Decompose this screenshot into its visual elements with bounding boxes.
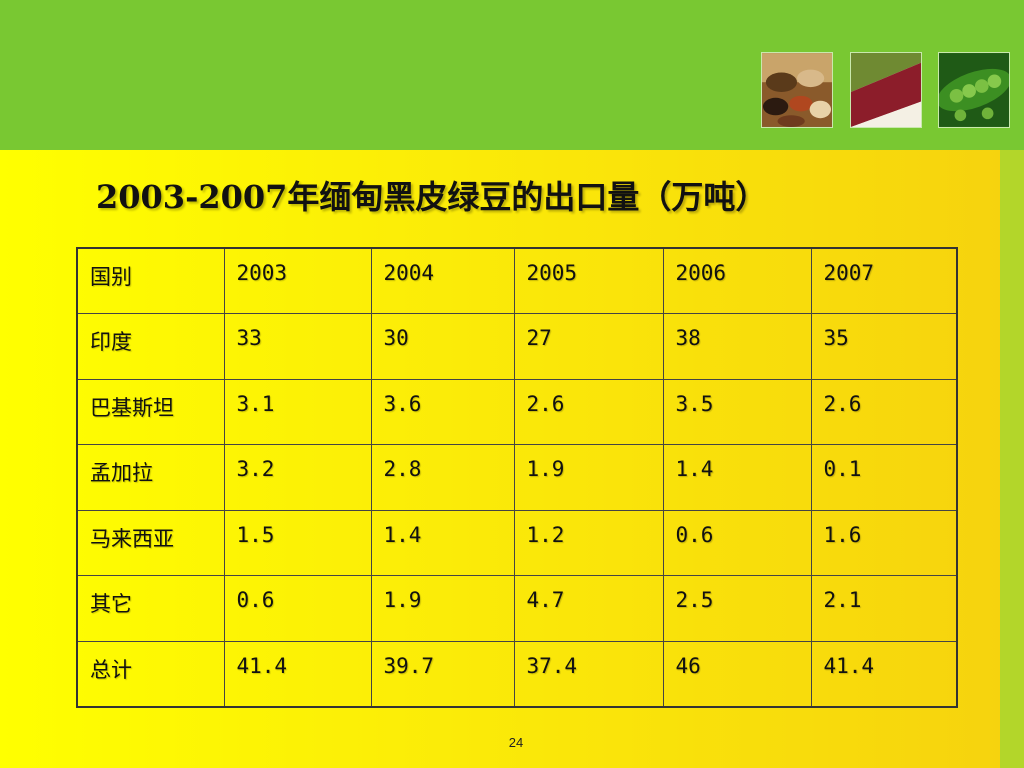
value-cell: 1.4 — [370, 509, 515, 576]
value-cell: 0.6 — [223, 575, 372, 642]
mung-and-red-beans-photo — [850, 52, 922, 128]
value-cell: 1.2 — [513, 509, 664, 576]
value-cell: 1.6 — [810, 509, 958, 576]
value-cell: 41.4 — [810, 640, 958, 707]
table-row: 孟加拉 3.2 2.8 1.9 1.4 0.1 — [76, 444, 958, 511]
header-cell: 2007 — [810, 247, 958, 314]
country-cell: 马来西亚 — [76, 509, 225, 576]
value-cell: 33 — [223, 313, 372, 380]
green-peas-image — [939, 53, 1009, 127]
table-row: 总计 41.4 39.7 37.4 46 41.4 — [76, 640, 958, 707]
value-cell: 27 — [513, 313, 664, 380]
country-cell: 总计 — [76, 640, 225, 707]
value-cell: 2.5 — [662, 575, 812, 642]
value-cell: 30 — [370, 313, 515, 380]
table-row: 马来西亚 1.5 1.4 1.2 0.6 1.6 — [76, 509, 958, 576]
slide-title: 2003-2007年缅甸黑皮绿豆的出口量（万吨） — [96, 178, 768, 216]
value-cell: 2.1 — [810, 575, 958, 642]
table-row: 其它 0.6 1.9 4.7 2.5 2.1 — [76, 575, 958, 642]
country-cell: 巴基斯坦 — [76, 378, 225, 445]
country-cell: 其它 — [76, 575, 225, 642]
value-cell: 1.5 — [223, 509, 372, 576]
value-cell: 3.5 — [662, 378, 812, 445]
value-cell: 1.4 — [662, 444, 812, 511]
value-cell: 3.6 — [370, 378, 515, 445]
table-row: 印度 33 30 27 38 35 — [76, 313, 958, 380]
value-cell: 4.7 — [513, 575, 664, 642]
header-cell: 国别 — [76, 247, 225, 314]
country-cell: 孟加拉 — [76, 444, 225, 511]
table-row: 巴基斯坦 3.1 3.6 2.6 3.5 2.6 — [76, 378, 958, 445]
value-cell: 39.7 — [370, 640, 515, 707]
value-cell: 41.4 — [223, 640, 372, 707]
green-peas-photo — [938, 52, 1010, 128]
header-cell: 2004 — [370, 247, 515, 314]
value-cell: 1.9 — [513, 444, 664, 511]
value-cell: 2.8 — [370, 444, 515, 511]
value-cell: 37.4 — [513, 640, 664, 707]
value-cell: 38 — [662, 313, 812, 380]
value-cell: 2.6 — [810, 378, 958, 445]
value-cell: 35 — [810, 313, 958, 380]
value-cell: 2.6 — [513, 378, 664, 445]
value-cell: 46 — [662, 640, 812, 707]
beans-and-grains-photo — [761, 52, 833, 128]
header-cell: 2006 — [662, 247, 812, 314]
value-cell: 1.9 — [370, 575, 515, 642]
header-cell: 2003 — [223, 247, 372, 314]
value-cell: 0.6 — [662, 509, 812, 576]
value-cell: 0.1 — [810, 444, 958, 511]
page-number: 24 — [508, 735, 524, 750]
table-header-row: 国别 2003 2004 2005 2006 2007 — [76, 247, 958, 314]
header-cell: 2005 — [513, 247, 664, 314]
country-cell: 印度 — [76, 313, 225, 380]
mung-and-red-beans-image — [851, 53, 921, 127]
export-volume-table: 国别 2003 2004 2005 2006 2007 印度 33 30 27 … — [76, 247, 958, 708]
beans-and-grains-image — [762, 53, 832, 127]
right-accent-strip — [1000, 150, 1024, 768]
value-cell: 3.1 — [223, 378, 372, 445]
value-cell: 3.2 — [223, 444, 372, 511]
